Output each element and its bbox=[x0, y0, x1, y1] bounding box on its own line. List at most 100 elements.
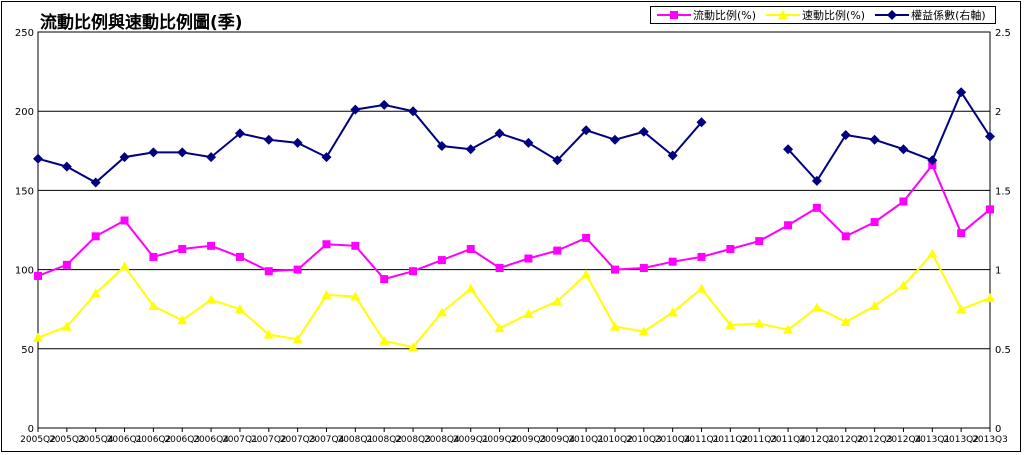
data-point-current-ratio bbox=[62, 260, 71, 269]
data-point-current-ratio bbox=[697, 252, 706, 261]
data-point-current-ratio bbox=[957, 229, 966, 238]
data-point-equity-multiplier bbox=[148, 147, 159, 158]
data-point-quick-ratio bbox=[350, 291, 361, 301]
y-tick-label-right: 0 bbox=[995, 424, 1001, 435]
data-point-current-ratio bbox=[120, 216, 129, 225]
data-point-quick-ratio bbox=[408, 342, 419, 352]
data-point-equity-multiplier bbox=[379, 99, 390, 110]
legend-label-current-ratio: 流動比例(%) bbox=[693, 9, 757, 22]
data-point-quick-ratio bbox=[206, 294, 217, 304]
data-point-quick-ratio bbox=[638, 326, 649, 336]
legend-swatch-quick-ratio bbox=[766, 10, 801, 19]
data-point-equity-multiplier bbox=[609, 134, 620, 145]
data-point-equity-multiplier bbox=[436, 141, 447, 152]
plot-area bbox=[37, 31, 991, 429]
x-tick-label: 2011Q2 bbox=[713, 435, 749, 445]
x-tick-label: 2007Q4 bbox=[309, 435, 345, 445]
data-point-quick-ratio bbox=[783, 324, 794, 334]
data-point-current-ratio bbox=[34, 271, 42, 280]
data-point-current-ratio bbox=[235, 252, 244, 261]
x-tick-label: 2009Q4 bbox=[539, 435, 575, 445]
x-tick-label: 2005Q2 bbox=[20, 435, 56, 445]
data-point-current-ratio bbox=[437, 256, 446, 265]
data-point-current-ratio bbox=[726, 245, 735, 254]
data-point-quick-ratio bbox=[148, 301, 159, 311]
data-point-current-ratio bbox=[812, 203, 821, 212]
data-point-quick-ratio bbox=[292, 334, 303, 344]
x-tick-label: 2008Q3 bbox=[395, 435, 431, 445]
data-point-quick-ratio bbox=[234, 304, 245, 314]
x-tick-label: 2011Q4 bbox=[770, 435, 806, 445]
data-point-quick-ratio bbox=[379, 335, 390, 345]
x-tick-label: 2008Q2 bbox=[366, 435, 402, 445]
data-point-current-ratio bbox=[466, 245, 475, 254]
y-tick-label-right: 0.5 bbox=[995, 345, 1011, 356]
data-point-current-ratio bbox=[149, 252, 158, 261]
legend-swatch-equity-multiplier bbox=[875, 10, 910, 20]
data-point-quick-ratio bbox=[609, 321, 620, 331]
data-point-equity-multiplier bbox=[465, 144, 476, 155]
data-point-equity-multiplier bbox=[581, 125, 592, 136]
data-point-quick-ratio bbox=[696, 283, 707, 293]
data-point-current-ratio bbox=[553, 246, 562, 255]
data-point-equity-multiplier bbox=[638, 126, 649, 137]
series-line-2 bbox=[787, 90, 991, 183]
x-tick-label: 2007Q3 bbox=[280, 435, 316, 445]
data-point-current-ratio bbox=[264, 267, 273, 276]
legend-label-equity-multiplier: 權益係數(右軸) bbox=[911, 9, 986, 22]
data-point-equity-multiplier bbox=[898, 144, 909, 155]
legend-swatch-current-ratio bbox=[657, 11, 691, 19]
x-tick-label: 2010Q4 bbox=[655, 435, 691, 445]
x-tick-label: 2007Q2 bbox=[251, 435, 287, 445]
data-point-quick-ratio bbox=[840, 316, 851, 326]
data-point-quick-ratio bbox=[321, 289, 332, 299]
x-tick-label: 2013Q3 bbox=[972, 435, 1008, 445]
series-line-0 bbox=[37, 163, 991, 281]
x-tick-label: 2012Q4 bbox=[886, 435, 922, 445]
data-point-current-ratio bbox=[380, 275, 389, 284]
data-point-current-ratio bbox=[351, 241, 360, 250]
y-tick-label-left: 0 bbox=[28, 424, 34, 435]
legend-label-quick-ratio: 速動比例(%) bbox=[802, 9, 866, 22]
data-point-current-ratio bbox=[639, 264, 648, 273]
data-point-quick-ratio bbox=[956, 304, 967, 314]
data-point-quick-ratio bbox=[581, 269, 592, 279]
x-tick-label: 2012Q2 bbox=[828, 435, 864, 445]
data-point-equity-multiplier bbox=[90, 177, 101, 188]
x-tick-label: 2006Q4 bbox=[193, 435, 229, 445]
x-tick-label: 2011Q3 bbox=[741, 435, 777, 445]
data-point-equity-multiplier bbox=[783, 144, 794, 155]
data-point-equity-multiplier bbox=[811, 175, 822, 186]
x-tick-label: 2010Q1 bbox=[568, 435, 604, 445]
data-point-quick-ratio bbox=[985, 293, 995, 303]
data-point-quick-ratio bbox=[436, 307, 447, 317]
x-tick-label: 2006Q2 bbox=[136, 435, 172, 445]
data-point-current-ratio bbox=[582, 233, 591, 242]
data-point-equity-multiplier bbox=[119, 152, 130, 163]
x-tick-label: 2005Q4 bbox=[78, 435, 114, 445]
data-point-equity-multiplier bbox=[869, 134, 880, 145]
legend-item-equity-multiplier: 權益係數(右軸) bbox=[875, 7, 986, 23]
y-tick-label-right: 1.5 bbox=[995, 186, 1011, 197]
data-point-equity-multiplier bbox=[927, 155, 938, 166]
x-tick-label: 2005Q3 bbox=[49, 435, 85, 445]
data-point-current-ratio bbox=[668, 257, 677, 266]
data-point-equity-multiplier bbox=[263, 134, 274, 145]
data-point-current-ratio bbox=[986, 205, 994, 214]
data-point-quick-ratio bbox=[754, 318, 765, 328]
data-point-current-ratio bbox=[841, 232, 850, 241]
data-point-current-ratio bbox=[293, 265, 302, 274]
y-tick-label-left: 100 bbox=[15, 266, 34, 277]
data-point-current-ratio bbox=[207, 241, 216, 250]
x-tick-label: 2008Q1 bbox=[337, 435, 373, 445]
x-tick-label: 2009Q1 bbox=[453, 435, 489, 445]
data-point-quick-ratio bbox=[552, 296, 563, 306]
x-tick-label: 2006Q1 bbox=[107, 435, 143, 445]
data-point-current-ratio bbox=[755, 237, 764, 246]
data-point-equity-multiplier bbox=[552, 155, 563, 166]
data-point-quick-ratio bbox=[119, 261, 130, 271]
data-point-quick-ratio bbox=[523, 308, 534, 318]
data-point-equity-multiplier bbox=[956, 87, 967, 98]
series-line-1 bbox=[37, 252, 991, 349]
